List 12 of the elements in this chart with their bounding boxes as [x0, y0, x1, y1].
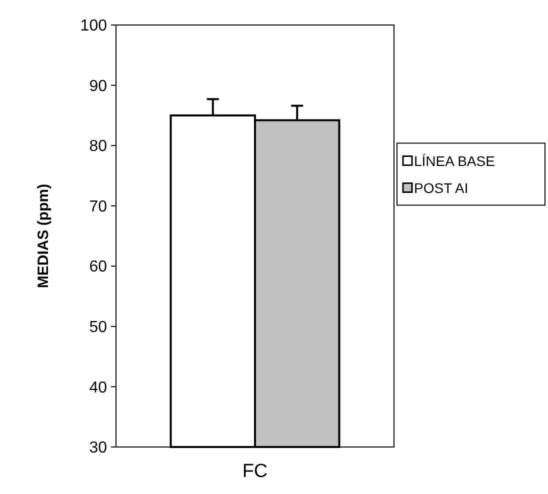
x-tick-label: FC — [242, 461, 268, 482]
y-tick-label: 80 — [89, 138, 108, 156]
legend-label: LÍNEA BASE — [414, 153, 495, 170]
y-tick-label: 90 — [89, 78, 108, 95]
y-tick-label: 30 — [89, 440, 108, 457]
y-axis-title: MEDIAS (ppm) — [35, 184, 52, 288]
y-tick-label: 50 — [89, 319, 108, 336]
legend-label: POST AI — [414, 180, 468, 196]
y-tick-label: 40 — [89, 379, 108, 396]
y-tick-label: 100 — [80, 18, 108, 35]
y-tick-label: 60 — [89, 258, 108, 276]
y-tick-label: 70 — [89, 198, 108, 216]
